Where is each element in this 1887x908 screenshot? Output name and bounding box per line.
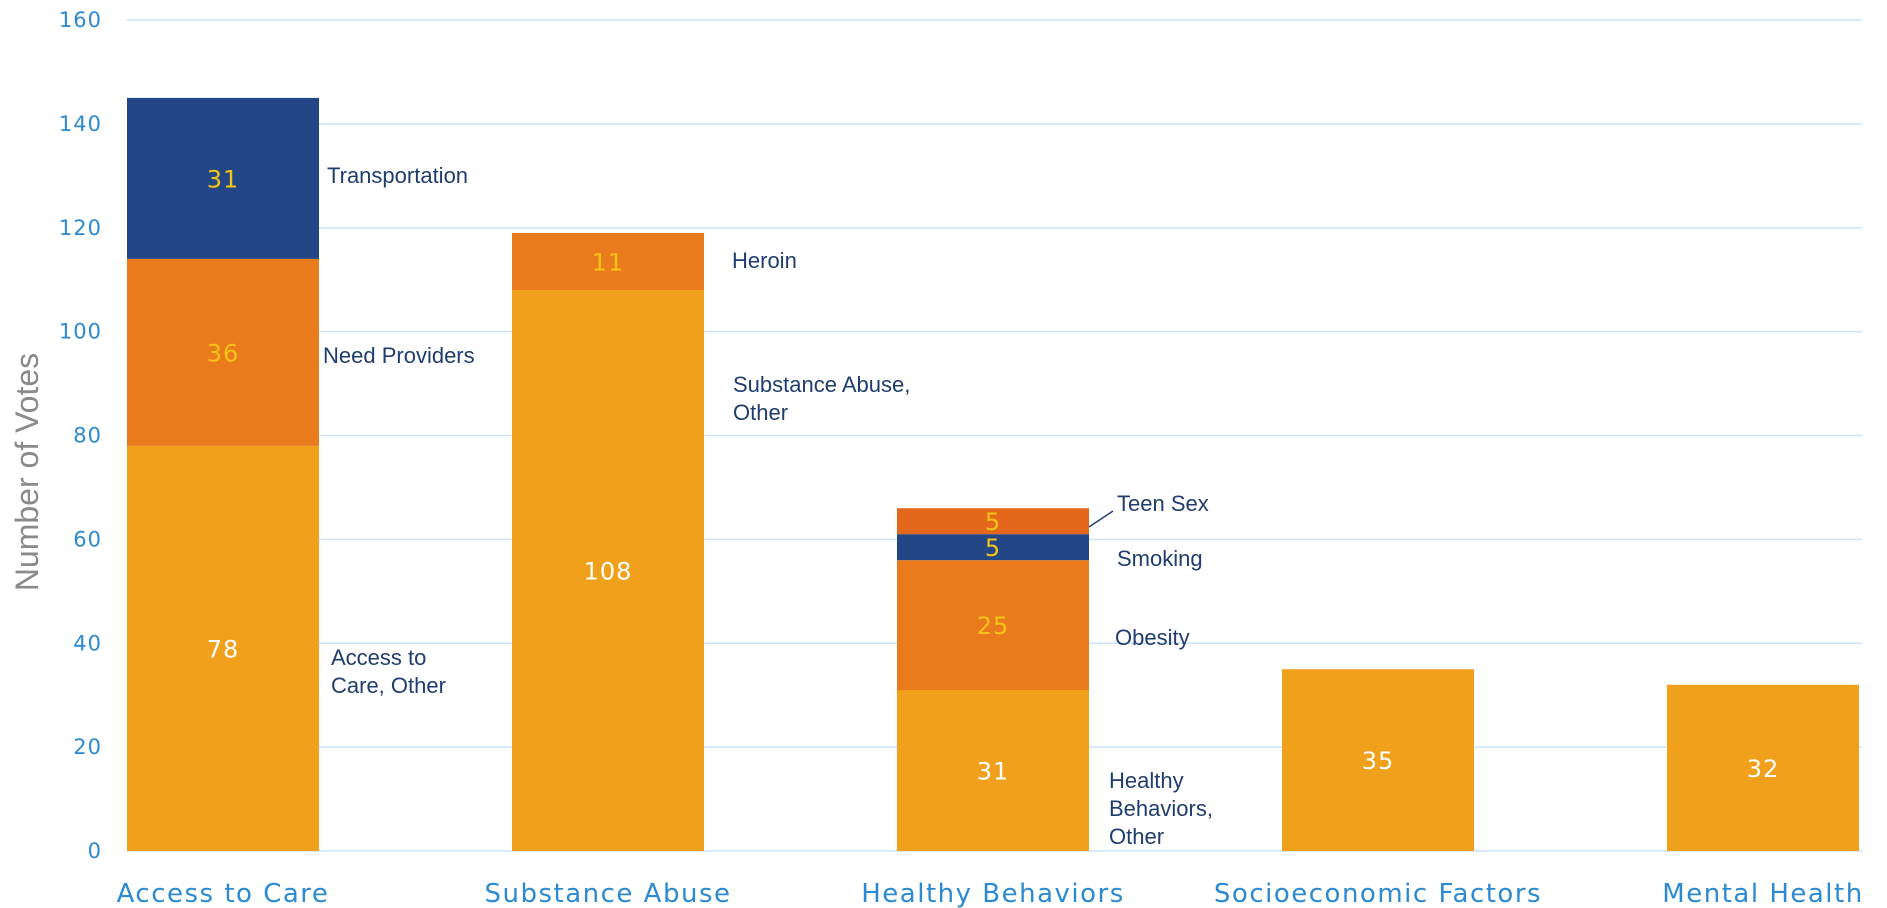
data-label: 11 (592, 249, 625, 277)
annotation-line: Access to (331, 645, 426, 670)
x-category-label: Healthy Behaviors (861, 879, 1125, 908)
data-label: 108 (584, 558, 633, 586)
x-category-label: Substance Abuse (484, 879, 731, 908)
y-axis-ticks: 0 20 40 60 80 100 120 140 160 (59, 8, 102, 863)
segment-annotation: Obesity (1115, 625, 1190, 650)
x-category-label: Access to Care (117, 879, 330, 908)
data-label: 35 (1362, 747, 1395, 775)
bar-segment (512, 232, 704, 291)
annotation-line: Other (1109, 824, 1164, 849)
segment-annotation: Heroin (732, 248, 797, 273)
data-label: 25 (977, 612, 1010, 640)
data-label: 32 (1747, 755, 1780, 783)
annotation-line: Behaviors, (1109, 796, 1213, 821)
gridlines (127, 19, 1862, 852)
y-tick-label: 140 (59, 112, 102, 136)
bar-segment (512, 290, 704, 851)
x-axis-categories: Access to Care Substance Abuse Healthy Beh… (117, 879, 1863, 908)
x-category-label: Mental Health (1662, 879, 1863, 908)
bar-segment (897, 560, 1089, 690)
segment-annotation: Substance Abuse, Other (733, 372, 910, 425)
data-label: 31 (207, 165, 240, 193)
data-label: 31 (977, 757, 1010, 785)
data-label: 5 (985, 508, 1001, 536)
y-tick-label: 80 (73, 424, 102, 448)
segment-annotation: Teen Sex (1117, 491, 1209, 516)
bar-segment (897, 508, 1089, 535)
annotation-line: Teen Sex (1117, 491, 1209, 516)
data-label: 36 (207, 339, 240, 367)
annotation-line: Transportation (327, 163, 468, 188)
bar-segment (897, 689, 1089, 851)
segment-annotation: Healthy Behaviors, Other (1109, 768, 1213, 849)
annotations: Transportation Need Providers Access to Car… (323, 163, 1213, 849)
data-label: 5 (985, 534, 1001, 562)
bar-segment (1667, 684, 1859, 851)
y-tick-label: 100 (59, 320, 102, 344)
y-tick-label: 20 (73, 735, 102, 759)
bar-segment (1282, 669, 1474, 851)
y-tick-label: 40 (73, 631, 102, 655)
data-label: 78 (207, 635, 240, 663)
annotation-line: Healthy (1109, 768, 1184, 793)
annotation-line: Smoking (1117, 546, 1203, 571)
segment-annotation: Transportation (327, 163, 468, 188)
annotation-line: Substance Abuse, (733, 372, 910, 397)
y-tick-label: 160 (59, 8, 102, 32)
bar-segment (127, 445, 319, 851)
segment-annotation: Access to Care, Other (331, 645, 446, 698)
annotation-line: Other (733, 400, 788, 425)
y-axis-title: Number of Votes (9, 353, 45, 591)
segment-annotation: Smoking (1117, 546, 1203, 571)
bar-segment (127, 97, 319, 259)
y-tick-label: 120 (59, 216, 102, 240)
annotation-line: Need Providers (323, 343, 475, 368)
bars: 78 36 31 108 11 31 25 55 35 32 (127, 97, 1859, 851)
annotation-line: Care, Other (331, 673, 446, 698)
x-category-label: Socioeconomic Factors (1214, 879, 1542, 908)
bar-segment (897, 534, 1089, 561)
bar-segment (127, 258, 319, 446)
y-tick-label: 60 (73, 527, 102, 551)
annotation-line: Heroin (732, 248, 797, 273)
annotation-line: Obesity (1115, 625, 1190, 650)
annotation-leader-line (1088, 510, 1114, 528)
y-tick-label: 0 (88, 839, 102, 863)
segment-annotation: Need Providers (323, 343, 475, 368)
